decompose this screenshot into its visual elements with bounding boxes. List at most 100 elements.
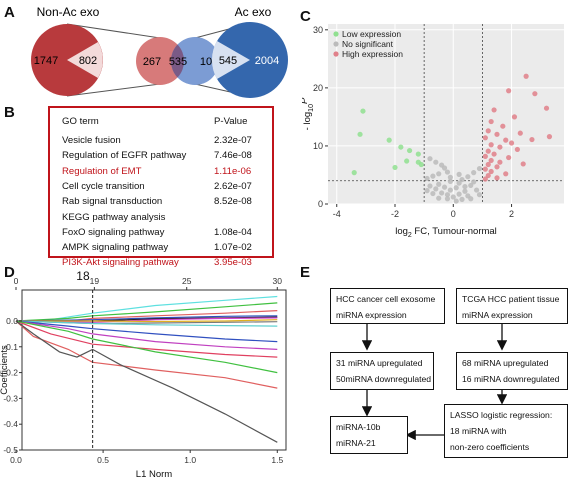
volcano-point <box>406 147 413 154</box>
volcano-point <box>500 123 506 129</box>
lasso-y-tick-label: -0.3 <box>3 393 18 403</box>
volcano-x-tick-label: 2 <box>509 209 514 219</box>
volcano-y-tick-label: 0 <box>318 199 323 209</box>
volcano-point <box>546 134 553 140</box>
venn-mid-left-count: 267 <box>143 56 161 68</box>
volcano-point <box>494 164 500 170</box>
volcano-point <box>497 144 503 150</box>
volcano-point <box>424 188 430 194</box>
volcano-point <box>494 131 500 137</box>
volcano-point <box>485 148 491 154</box>
volcano-point <box>453 185 459 191</box>
volcano-legend-marker <box>333 31 339 37</box>
volcano-point <box>418 161 424 168</box>
volcano-point <box>447 187 453 193</box>
volcano-point <box>453 198 459 204</box>
venn-right-wedge-count: 545 <box>219 55 237 67</box>
volcano-point <box>441 165 448 171</box>
venn-mid-overlap <box>170 44 185 78</box>
volcano-point <box>430 190 436 197</box>
volcano-point <box>444 196 451 202</box>
venn-connector <box>66 83 161 97</box>
volcano-point <box>485 172 491 179</box>
volcano-point <box>482 176 488 182</box>
lasso-y-tick-label: -0.4 <box>3 419 18 429</box>
flow-final-line1: miRNA-10b <box>336 422 381 432</box>
lasso-x-tick-label: 0.5 <box>97 455 109 465</box>
flow-exo-line1: HCC cancer cell exosome <box>336 294 436 304</box>
volcano-point <box>441 184 448 190</box>
volcano-point <box>543 105 550 111</box>
volcano-point <box>511 114 518 120</box>
go-pvalue: 7.46e-08 <box>214 150 252 162</box>
flow-exo-result-line1: 31 miRNA upregulated <box>336 358 423 368</box>
volcano-point <box>386 137 392 143</box>
volcano-point <box>503 137 509 143</box>
volcano-point <box>360 108 366 114</box>
venn-connector <box>66 23 161 39</box>
volcano-point <box>439 190 445 196</box>
go-pvalue: 8.52e-08 <box>214 196 252 208</box>
panel-label-c: C <box>300 8 311 25</box>
volcano-y-axis-label: - log10P <box>302 97 315 130</box>
volcano-point <box>476 165 483 172</box>
volcano-point <box>473 187 480 193</box>
volcano-point <box>465 174 471 180</box>
volcano-point <box>497 159 503 165</box>
flow-tcga-line1: TCGA HCC patient tissue <box>462 294 560 304</box>
venn-left-only: 1747 <box>34 55 58 67</box>
go-term: Cell cycle transition <box>62 180 145 192</box>
volcano-point <box>447 178 453 184</box>
flow-box-exo-result: 31 miRNA upregulated 50miRNA downregulat… <box>330 352 434 390</box>
volcano-point <box>444 169 451 175</box>
venn-mid-left-circle <box>136 37 184 85</box>
volcano-legend-label: High expression <box>342 49 403 59</box>
flow-tcga-result-line2: 16 miRNA downregulated <box>462 374 560 384</box>
lasso-x-tick-label: 0.0 <box>10 455 22 465</box>
lasso-top-tick-label: 0 <box>14 276 19 286</box>
volcano-point <box>482 166 488 172</box>
lasso-coefficient-path <box>15 320 278 343</box>
lasso-y-tick-label: -0.5 <box>3 445 18 455</box>
venn-mid-right-count: 10 <box>200 56 212 68</box>
volcano-point <box>523 73 529 79</box>
lasso-top-tick-label: 25 <box>182 276 192 286</box>
volcano-point <box>517 130 523 136</box>
volcano-point <box>494 175 500 181</box>
lasso-y-tick-label: -0.1 <box>3 342 18 352</box>
flow-box-tcga: TCGA HCC patient tissue miRNA expression <box>456 288 568 324</box>
volcano-point <box>430 173 436 179</box>
go-pvalue: 2.32e-07 <box>214 135 252 146</box>
venn-diagram: Non-Ac exo Ac exo 1747 802 267 535 10 54… <box>31 5 288 98</box>
volcano-legend-label: Low expression <box>342 29 401 39</box>
volcano-point <box>433 159 439 165</box>
volcano-point <box>491 151 497 157</box>
volcano-point <box>491 107 497 113</box>
go-term: PI3K-Akt signaling pathway <box>62 257 179 269</box>
lasso-coefficient-path <box>15 320 278 374</box>
volcano-point <box>488 142 494 148</box>
lasso-top-tick-label: 30 <box>273 276 283 286</box>
volcano-point <box>482 153 488 159</box>
venn-right-title: Ac exo <box>235 5 272 19</box>
volcano-point <box>506 154 512 161</box>
volcano-point <box>398 144 404 150</box>
go-term: Regulation of EMT <box>62 165 142 177</box>
volcano-point <box>468 196 474 202</box>
lasso-coefficient-path <box>15 320 278 358</box>
volcano-point <box>436 171 442 177</box>
volcano-point <box>450 194 456 200</box>
go-row: Cell cycle transition 2.62e-07 <box>62 180 252 192</box>
venn-mid-right-circle <box>171 37 219 85</box>
go-row: AMPK signaling pathway 1.07e-02 <box>62 242 252 253</box>
go-row: Regulation of EGFR pathway 7.46e-08 <box>62 150 252 161</box>
flow-final-line2: miRNA-21 <box>336 438 376 448</box>
flow-box-exosome: HCC cancer cell exosome miRNA expression <box>330 288 445 324</box>
flow-box-lasso: LASSO logistic regression: 18 miRNA with… <box>444 404 568 458</box>
volcano-point <box>506 88 512 94</box>
lasso-x-tick-label: 1.0 <box>184 455 196 465</box>
flowchart-arrows <box>361 324 508 441</box>
panel-label-e: E <box>300 264 311 281</box>
volcano-point <box>427 156 433 162</box>
flow-exo-result-line2: 50miRNA downregulated <box>336 374 432 384</box>
